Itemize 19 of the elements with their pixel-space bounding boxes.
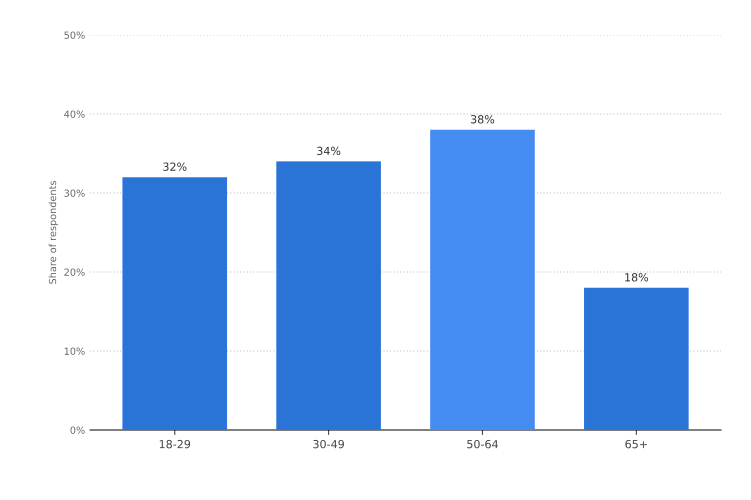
y-tick-label: 20% [64,268,85,276]
bar [430,130,535,430]
y-tick-label: 0% [70,426,85,434]
y-tick-label: 10% [64,347,85,355]
x-tick-label: 30-49 [313,440,344,448]
bar [584,288,689,430]
bar [276,161,381,430]
data-label: 38% [470,115,494,124]
y-tick-label: 30% [64,189,85,197]
y-tick-label: 50% [64,31,85,39]
x-tick-label: 50-64 [467,440,498,448]
y-axis-title: Share of respondents [48,181,58,284]
y-tick-label: 40% [64,110,85,118]
data-label: 34% [317,146,340,156]
data-label: 18% [625,273,648,282]
data-label: 32% [163,162,186,171]
x-tick-label: 18-29 [160,440,190,448]
bar [122,177,228,430]
x-tick-label: 65+ [625,440,647,448]
